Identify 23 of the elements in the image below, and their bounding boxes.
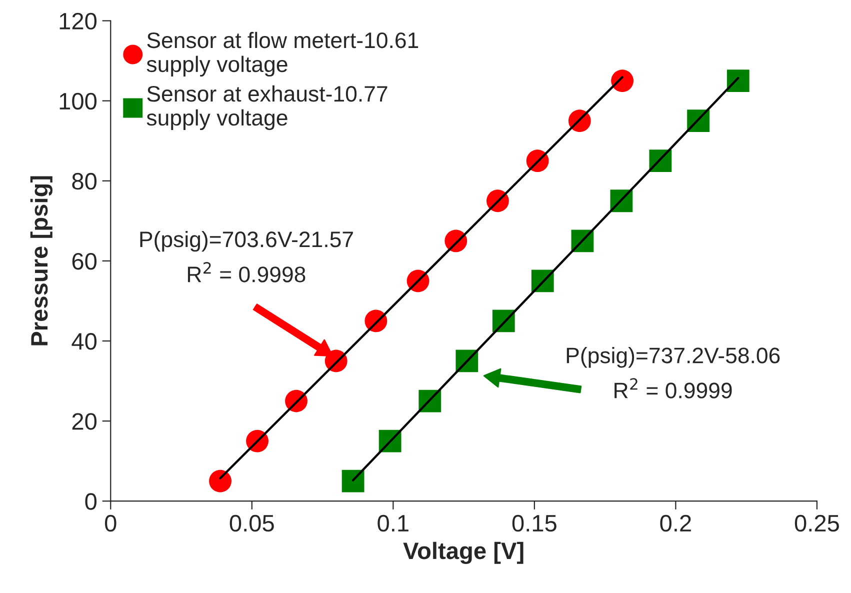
y-tick-label: 120 — [60, 12, 97, 30]
y-tick-label: 0 — [85, 493, 97, 510]
y-tick-label: 40 — [72, 333, 97, 350]
y-tick-label: 100 — [60, 92, 97, 110]
x-tick-label: 0.05 — [230, 514, 274, 532]
legend-label: Sensor at exhaust-10.77 supply voltage — [146, 85, 388, 130]
point — [342, 470, 364, 492]
x-axis-title: Voltage [V] — [403, 542, 524, 564]
y-tick-label: 60 — [72, 252, 97, 270]
x-tick-label: 0.2 — [660, 514, 691, 532]
x-tick-label: 0 — [104, 514, 116, 532]
x-tick-label: 0.25 — [794, 514, 839, 532]
y-tick-label: 20 — [72, 413, 97, 430]
annotation: P(psig)=737.2V-58.06 R$^{2}$ = 0.9999 — [566, 347, 780, 398]
point — [726, 70, 750, 92]
y-axis-title: Pressure [psig] — [30, 176, 52, 346]
y-tick-label: 80 — [72, 172, 97, 190]
legend-label: Sensor at flow metert-10.61 supply voltage — [146, 32, 418, 77]
x-tick-label: 0.1 — [378, 514, 408, 532]
annotation: P(psig)=703.6V-21.57 R$^{2}$ = 0.9998 — [140, 230, 353, 282]
point — [209, 470, 232, 492]
x-tick-label: 0.15 — [512, 514, 556, 532]
point — [611, 70, 634, 92]
